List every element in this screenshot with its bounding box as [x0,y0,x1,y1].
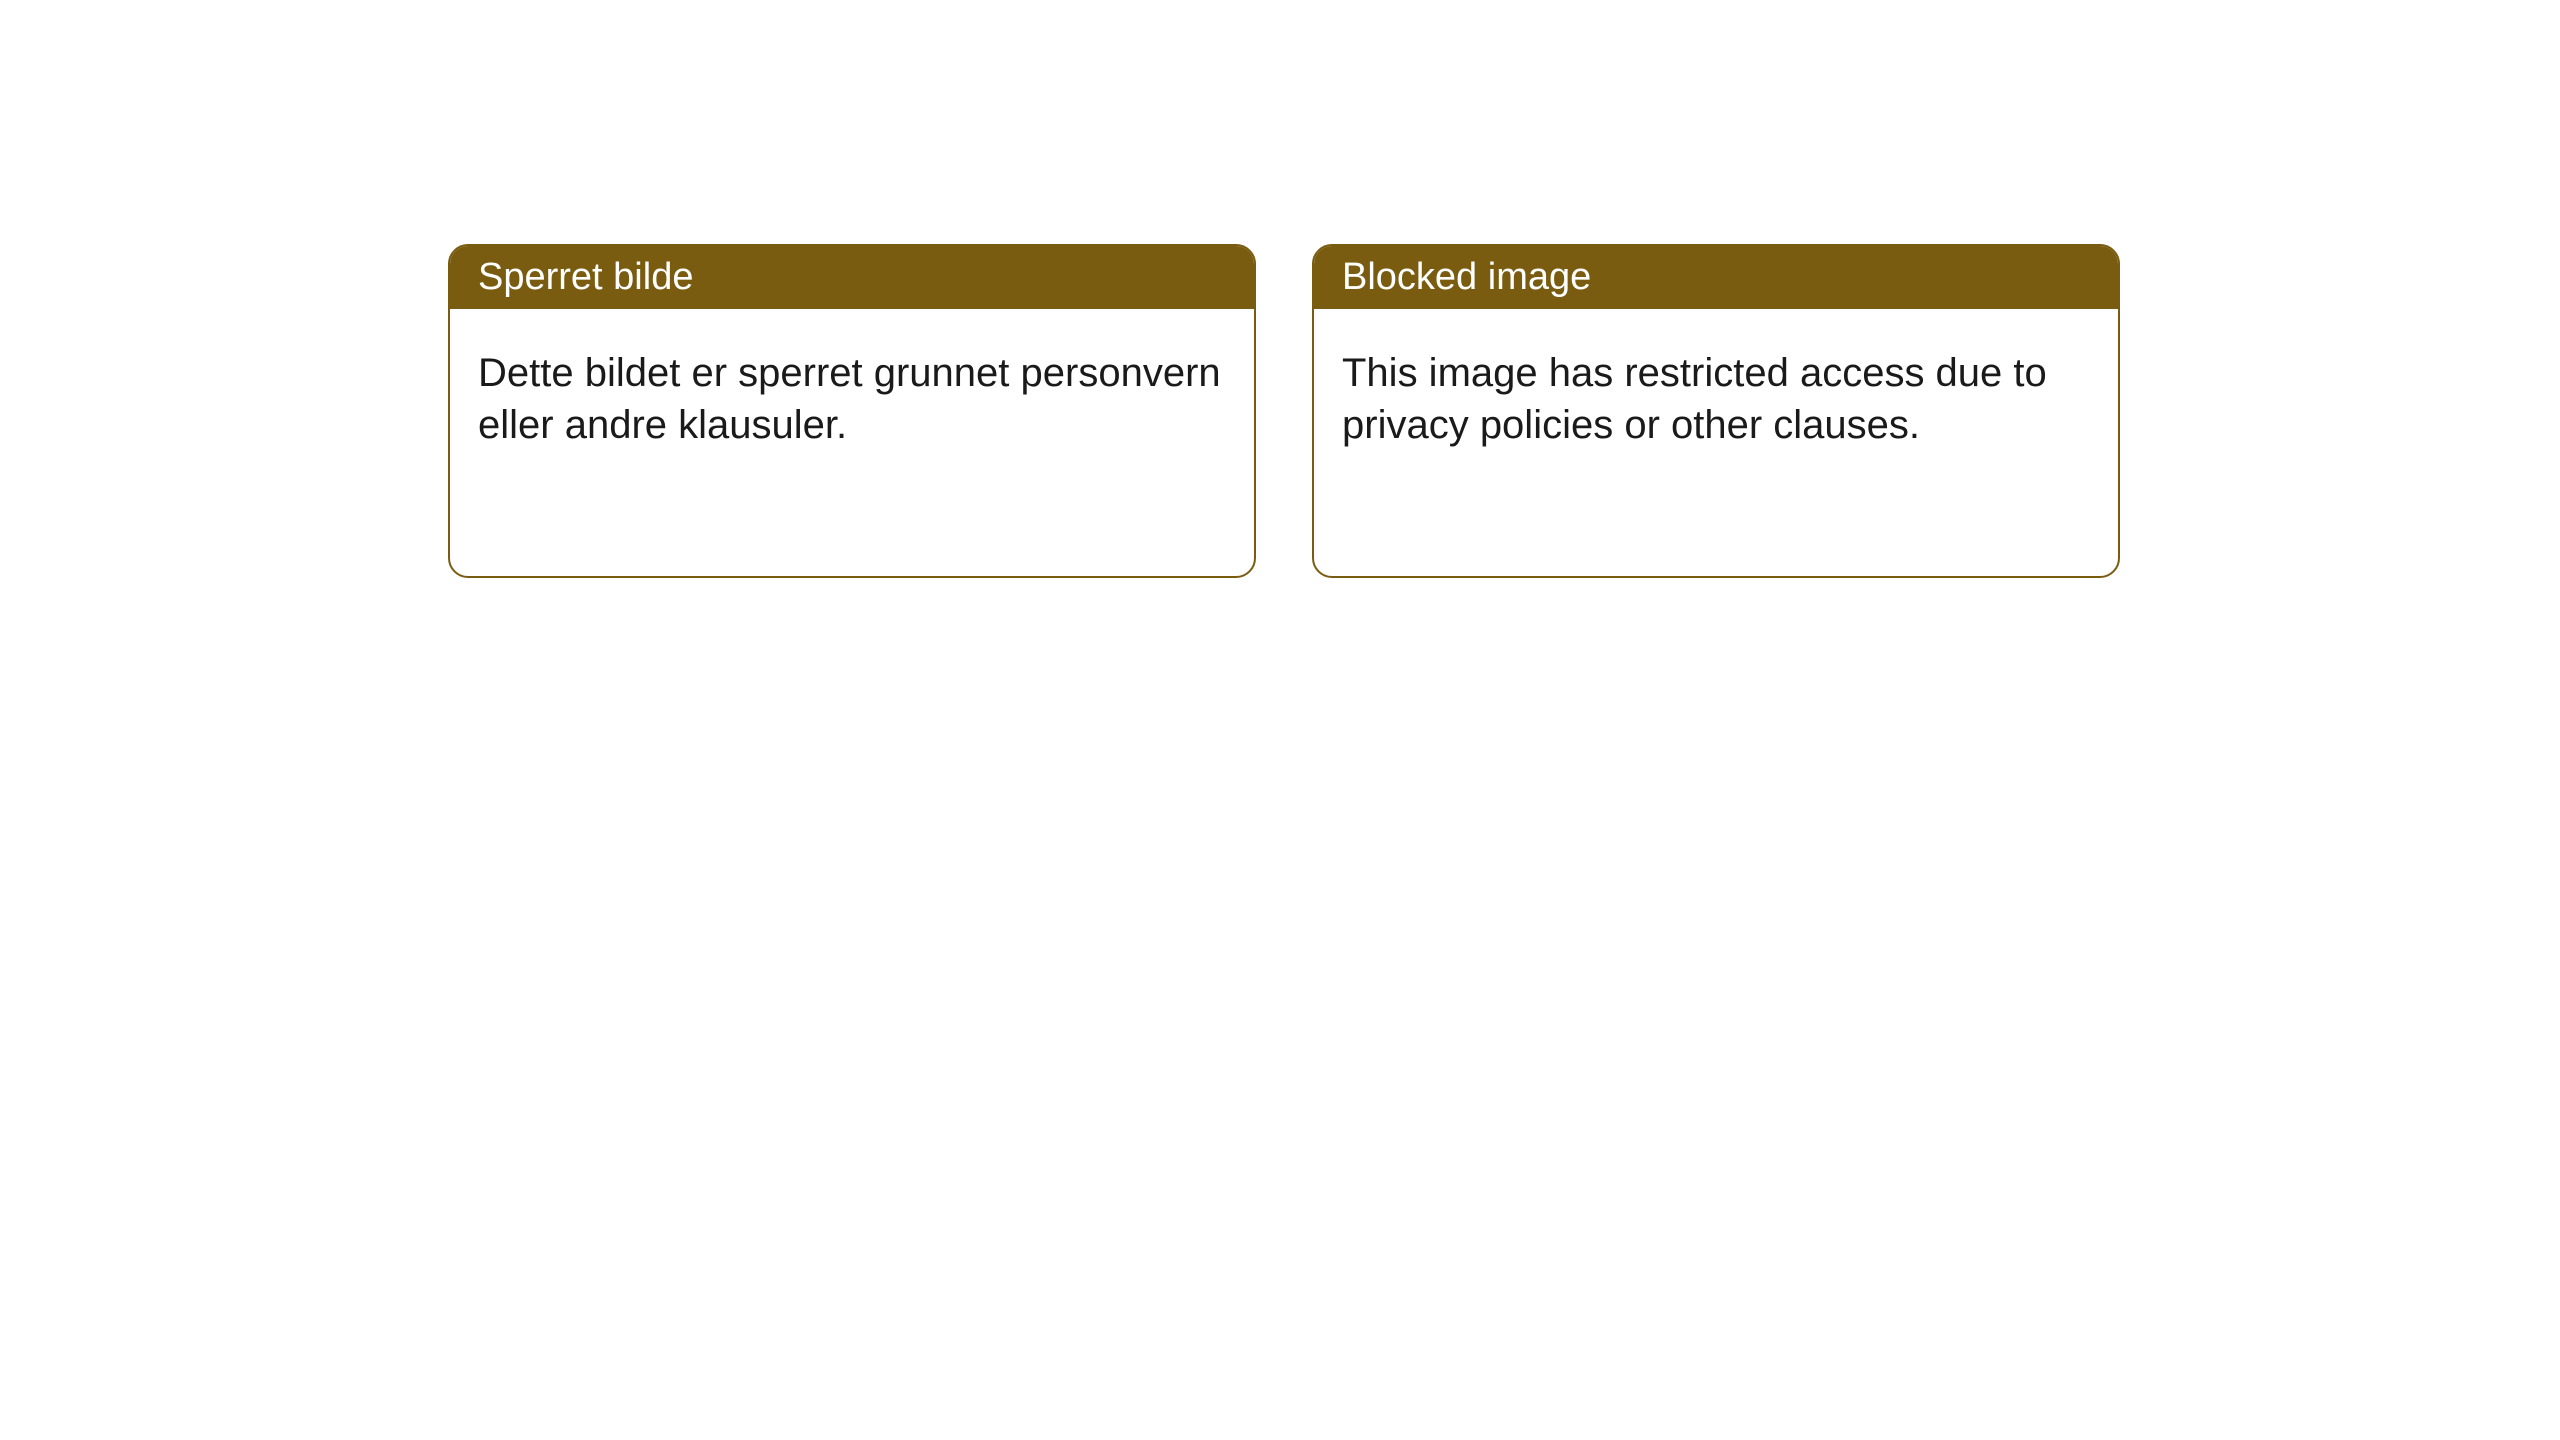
notice-title-norwegian: Sperret bilde [478,256,693,298]
notice-title-english: Blocked image [1342,256,1591,298]
notice-container: Sperret bilde Dette bildet er sperret gr… [0,0,2560,578]
notice-card-norwegian: Sperret bilde Dette bildet er sperret gr… [448,244,1256,578]
notice-text-english: This image has restricted access due to … [1342,351,2047,447]
notice-body-norwegian: Dette bildet er sperret grunnet personve… [450,309,1254,489]
notice-card-english: Blocked image This image has restricted … [1312,244,2120,578]
notice-header-norwegian: Sperret bilde [450,246,1254,309]
notice-body-english: This image has restricted access due to … [1314,309,2118,489]
notice-text-norwegian: Dette bildet er sperret grunnet personve… [478,351,1221,447]
notice-header-english: Blocked image [1314,246,2118,309]
